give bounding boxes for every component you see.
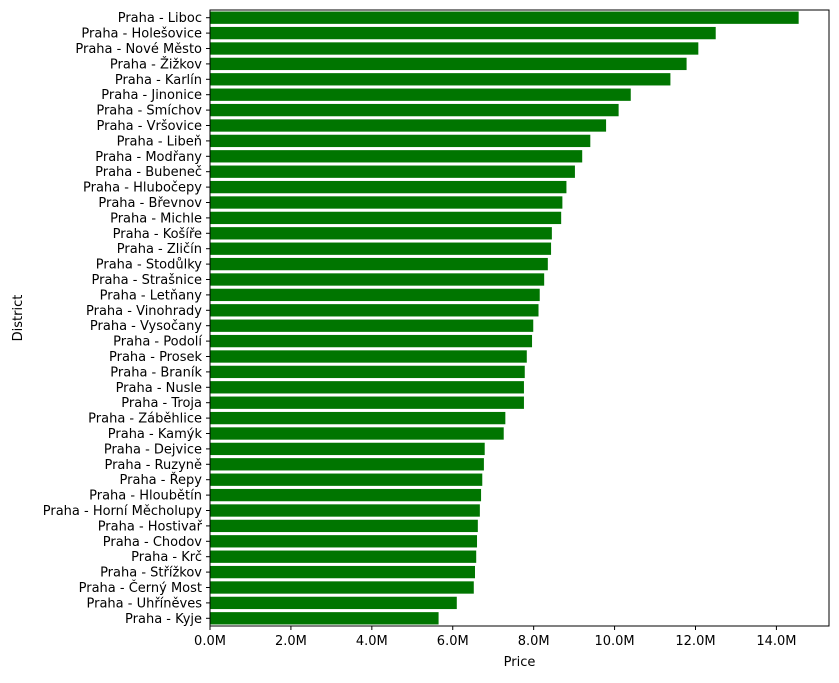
bar — [210, 165, 575, 178]
y-tick-label: Praha - Nusle — [116, 381, 202, 396]
x-tick-labels: 0.0M 2.0M 4.0M 6.0M 8.0M 10.0M 12.0M 14.0M — [194, 626, 796, 649]
y-tick-label: Praha - Horní Měcholupy — [43, 504, 203, 519]
x-tick-label: 0.0M — [194, 634, 226, 649]
bar — [210, 411, 506, 425]
bar — [210, 565, 475, 579]
y-tick-label: Praha - Stodůlky — [96, 258, 203, 273]
y-tick-label: Praha - Krč — [131, 550, 202, 565]
bar — [210, 334, 533, 348]
bar — [210, 612, 439, 625]
y-axis-label: District — [11, 295, 26, 342]
y-tick-label: Praha - Libeň — [117, 134, 202, 149]
x-tick-label: 14.0M — [756, 634, 796, 649]
y-tick-label: Praha - Holešovice — [81, 27, 202, 42]
bar — [210, 596, 457, 610]
bar — [210, 304, 539, 317]
y-tick-label: Praha - Michle — [110, 211, 202, 226]
y-tick-label: Praha - Letňany — [100, 288, 203, 303]
y-tick-label: Praha - Strašnice — [91, 273, 202, 288]
y-tick-label: Praha - Nové Město — [75, 42, 202, 57]
x-tick-label: 12.0M — [675, 634, 715, 649]
bar — [210, 227, 552, 240]
y-tick-label: Praha - Kyje — [125, 612, 202, 627]
y-tick-label: Praha - Břevnov — [98, 196, 202, 211]
plot-frame — [209, 9, 830, 627]
y-tick-label: Praha - Dejvice — [104, 442, 202, 457]
y-tick-label: Praha - Bubeneč — [95, 165, 202, 180]
bar — [210, 473, 483, 486]
y-tick-label: Praha - Hlubočepy — [83, 181, 202, 196]
bar — [210, 381, 524, 394]
y-tick-label: Praha - Zličín — [117, 242, 202, 257]
y-tick-label: Praha - Chodov — [103, 535, 203, 550]
y-tick-label: Praha - Hloubětín — [89, 489, 202, 504]
bar — [210, 119, 607, 132]
bar — [210, 196, 563, 209]
x-tick-label: 8.0M — [518, 634, 550, 649]
bar — [210, 180, 567, 194]
bar — [210, 103, 619, 117]
bar — [210, 150, 583, 163]
bar — [210, 319, 534, 332]
bar — [210, 288, 540, 302]
bar — [210, 57, 687, 71]
bar — [210, 88, 631, 101]
bar — [210, 365, 525, 379]
bar — [210, 550, 477, 563]
y-tick-label: Praha - Kamýk — [108, 427, 203, 442]
y-tick-label: Praha - Podolí — [113, 335, 202, 350]
y-tick-label: Praha - Karlín — [115, 73, 202, 88]
bar — [210, 350, 527, 363]
y-tick-label: Praha - Modřany — [95, 150, 202, 165]
bar — [210, 458, 484, 471]
bars-layer — [210, 11, 799, 625]
x-tick-label: 2.0M — [275, 634, 307, 649]
y-tick-label: Praha - Jinonice — [101, 88, 202, 103]
bar — [210, 273, 545, 286]
bar — [210, 42, 699, 55]
bar — [210, 242, 552, 255]
y-tick-label: Praha - Černý Most — [79, 580, 202, 596]
x-tick-label: 10.0M — [594, 634, 634, 649]
y-tick-label: Praha - Uhříněves — [87, 596, 203, 611]
bar — [210, 442, 485, 456]
y-tick-label: Praha - Smíchov — [96, 104, 202, 119]
y-tick-label: Praha - Vinohrady — [86, 304, 202, 319]
bar — [210, 11, 799, 24]
y-tick-label: Praha - Vysočany — [90, 319, 202, 334]
y-tick-label: Praha - Záběhlice — [88, 412, 202, 427]
x-tick-label: 4.0M — [356, 634, 388, 649]
y-tick-label: Praha - Prosek — [109, 350, 202, 365]
y-tick-label: Praha - Braník — [110, 365, 202, 380]
y-tick-label: Praha - Žižkov — [110, 56, 202, 72]
bar — [210, 519, 478, 533]
bar — [210, 211, 562, 225]
y-tick-label: Praha - Střížkov — [100, 566, 202, 581]
bar — [210, 26, 716, 40]
bar — [210, 427, 504, 440]
bar — [210, 488, 482, 502]
y-tick-label: Praha - Troja — [121, 396, 202, 411]
bar — [210, 134, 591, 148]
bar — [210, 257, 548, 271]
y-tick-label: Praha - Vršovice — [97, 119, 203, 134]
y-tick-label: Praha - Košíře — [113, 227, 202, 242]
y-tick-label: Praha - Řepy — [120, 472, 203, 488]
bar — [210, 504, 480, 517]
bar — [210, 581, 474, 594]
x-axis-label: Price — [504, 655, 536, 670]
bar — [210, 73, 671, 86]
x-tick-label: 6.0M — [437, 634, 469, 649]
bar — [210, 396, 524, 409]
y-tick-label: Praha - Hostivař — [98, 519, 203, 534]
y-tick-label: Praha - Ruzyně — [104, 458, 202, 473]
bar — [210, 535, 478, 548]
y-tick-label: Praha - Liboc — [118, 11, 202, 26]
